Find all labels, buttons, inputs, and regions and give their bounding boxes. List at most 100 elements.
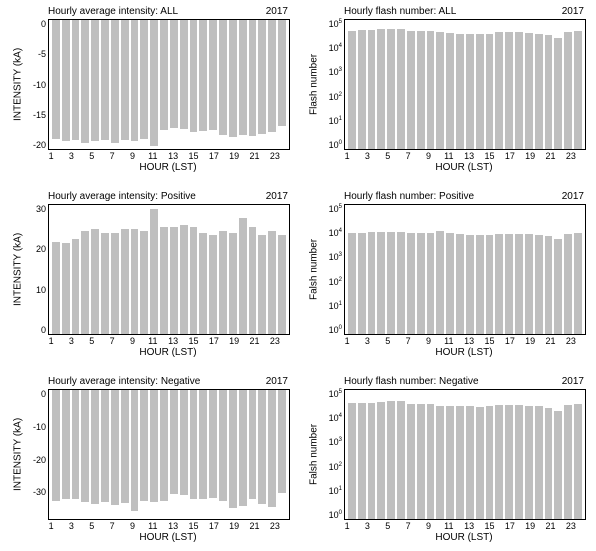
x-tick-label: 19 xyxy=(229,521,239,531)
x-tick-label: 1 xyxy=(46,521,56,531)
bar xyxy=(486,34,494,150)
panel-title: Hourly flash number: Negative xyxy=(344,376,479,387)
x-axis-ticks: 1357911131517192123 xyxy=(342,520,586,531)
x-tick-label: 11 xyxy=(148,521,158,531)
bar xyxy=(387,232,395,334)
plot-area: INTENSITY (kA)0-5-10-15-20 xyxy=(10,19,290,150)
x-axis-ticks: 1357911131517192123 xyxy=(46,335,290,346)
x-tick-label xyxy=(576,151,586,161)
bar xyxy=(180,20,188,129)
bar xyxy=(239,390,247,506)
y-axis-label: Falsh number xyxy=(306,204,320,335)
bar xyxy=(387,29,395,149)
bar xyxy=(564,234,572,334)
bar xyxy=(199,20,207,131)
subplot-grid: Hourly average intensity: ALL2017INTENSI… xyxy=(10,6,586,543)
bar xyxy=(140,20,148,139)
x-tick-label xyxy=(260,151,270,161)
x-tick-label xyxy=(199,151,209,161)
x-tick-label xyxy=(260,336,270,346)
bar xyxy=(564,405,572,519)
bar xyxy=(377,402,385,519)
bar xyxy=(407,31,415,149)
bar xyxy=(91,229,99,334)
bar xyxy=(397,232,405,334)
bar xyxy=(505,32,513,149)
bar xyxy=(495,234,503,334)
x-tick-label xyxy=(515,151,525,161)
bar xyxy=(525,33,533,149)
plot-area: Falsh number105104103102101100 xyxy=(306,204,586,335)
bar xyxy=(268,231,276,334)
x-tick-label xyxy=(219,521,229,531)
x-tick-label: 5 xyxy=(383,521,393,531)
x-tick-label xyxy=(280,521,290,531)
bar xyxy=(427,233,435,334)
y-tick-label: 103 xyxy=(329,67,342,77)
x-tick-label: 3 xyxy=(66,521,76,531)
x-tick-label xyxy=(280,151,290,161)
x-tick-label: 19 xyxy=(525,151,535,161)
x-tick-label xyxy=(434,336,444,346)
y-tick-label: 0 xyxy=(41,389,46,399)
plot-area: INTENSITY (kA)0-10-20-30 xyxy=(10,389,290,520)
x-tick-label: 5 xyxy=(87,151,97,161)
bar xyxy=(348,31,356,149)
x-tick-label: 3 xyxy=(66,336,76,346)
bar xyxy=(427,404,435,519)
x-tick-label: 9 xyxy=(127,336,137,346)
bar xyxy=(545,35,553,149)
bar xyxy=(486,406,494,519)
bar xyxy=(377,29,385,149)
y-tick-label: 105 xyxy=(329,19,342,29)
bar xyxy=(239,218,247,334)
bar xyxy=(111,390,119,505)
bar xyxy=(574,31,582,149)
x-tick-label xyxy=(535,336,545,346)
x-tick-label xyxy=(199,521,209,531)
bar xyxy=(131,229,139,334)
x-tick-label: 15 xyxy=(484,151,494,161)
x-tick-label: 3 xyxy=(362,151,372,161)
bar xyxy=(62,20,70,141)
x-tick-label: 17 xyxy=(505,336,515,346)
bar xyxy=(150,390,158,502)
y-axis-label: Flash number xyxy=(306,19,320,150)
x-axis-label: HOUR (LST) xyxy=(342,346,586,358)
panel-intensity_neg: Hourly average intensity: Negative2017IN… xyxy=(10,376,290,543)
bar xyxy=(258,235,266,334)
x-tick-label: 5 xyxy=(87,521,97,531)
bar xyxy=(101,390,109,502)
bar xyxy=(190,227,198,335)
x-tick-label: 23 xyxy=(566,336,576,346)
bar xyxy=(278,235,286,334)
x-tick-label: 21 xyxy=(545,521,555,531)
bar xyxy=(564,32,572,149)
bar xyxy=(525,406,533,519)
y-tick-label: 100 xyxy=(329,140,342,150)
bar xyxy=(209,390,217,498)
bar xyxy=(525,234,533,334)
x-tick-label: 21 xyxy=(249,336,259,346)
x-tick-label: 7 xyxy=(403,521,413,531)
x-tick-label xyxy=(495,521,505,531)
panel-year: 2017 xyxy=(266,191,288,202)
bar xyxy=(219,20,227,135)
bar xyxy=(219,390,227,501)
bar xyxy=(456,34,464,150)
x-axis-ticks: 1357911131517192123 xyxy=(342,335,586,346)
x-tick-label xyxy=(373,151,383,161)
x-tick-label: 21 xyxy=(249,151,259,161)
bar xyxy=(387,401,395,519)
bar xyxy=(249,390,257,499)
x-tick-label xyxy=(373,521,383,531)
bar xyxy=(160,20,168,130)
x-tick-label: 15 xyxy=(188,151,198,161)
x-axis-label: HOUR (LST) xyxy=(46,161,290,173)
y-tick-label: 101 xyxy=(329,486,342,496)
panel-flash_neg: Hourly flash number: Negative2017Falsh n… xyxy=(306,376,586,543)
bar xyxy=(258,20,266,134)
bar xyxy=(170,390,178,494)
y-tick-label: 102 xyxy=(329,277,342,287)
x-tick-label xyxy=(535,521,545,531)
